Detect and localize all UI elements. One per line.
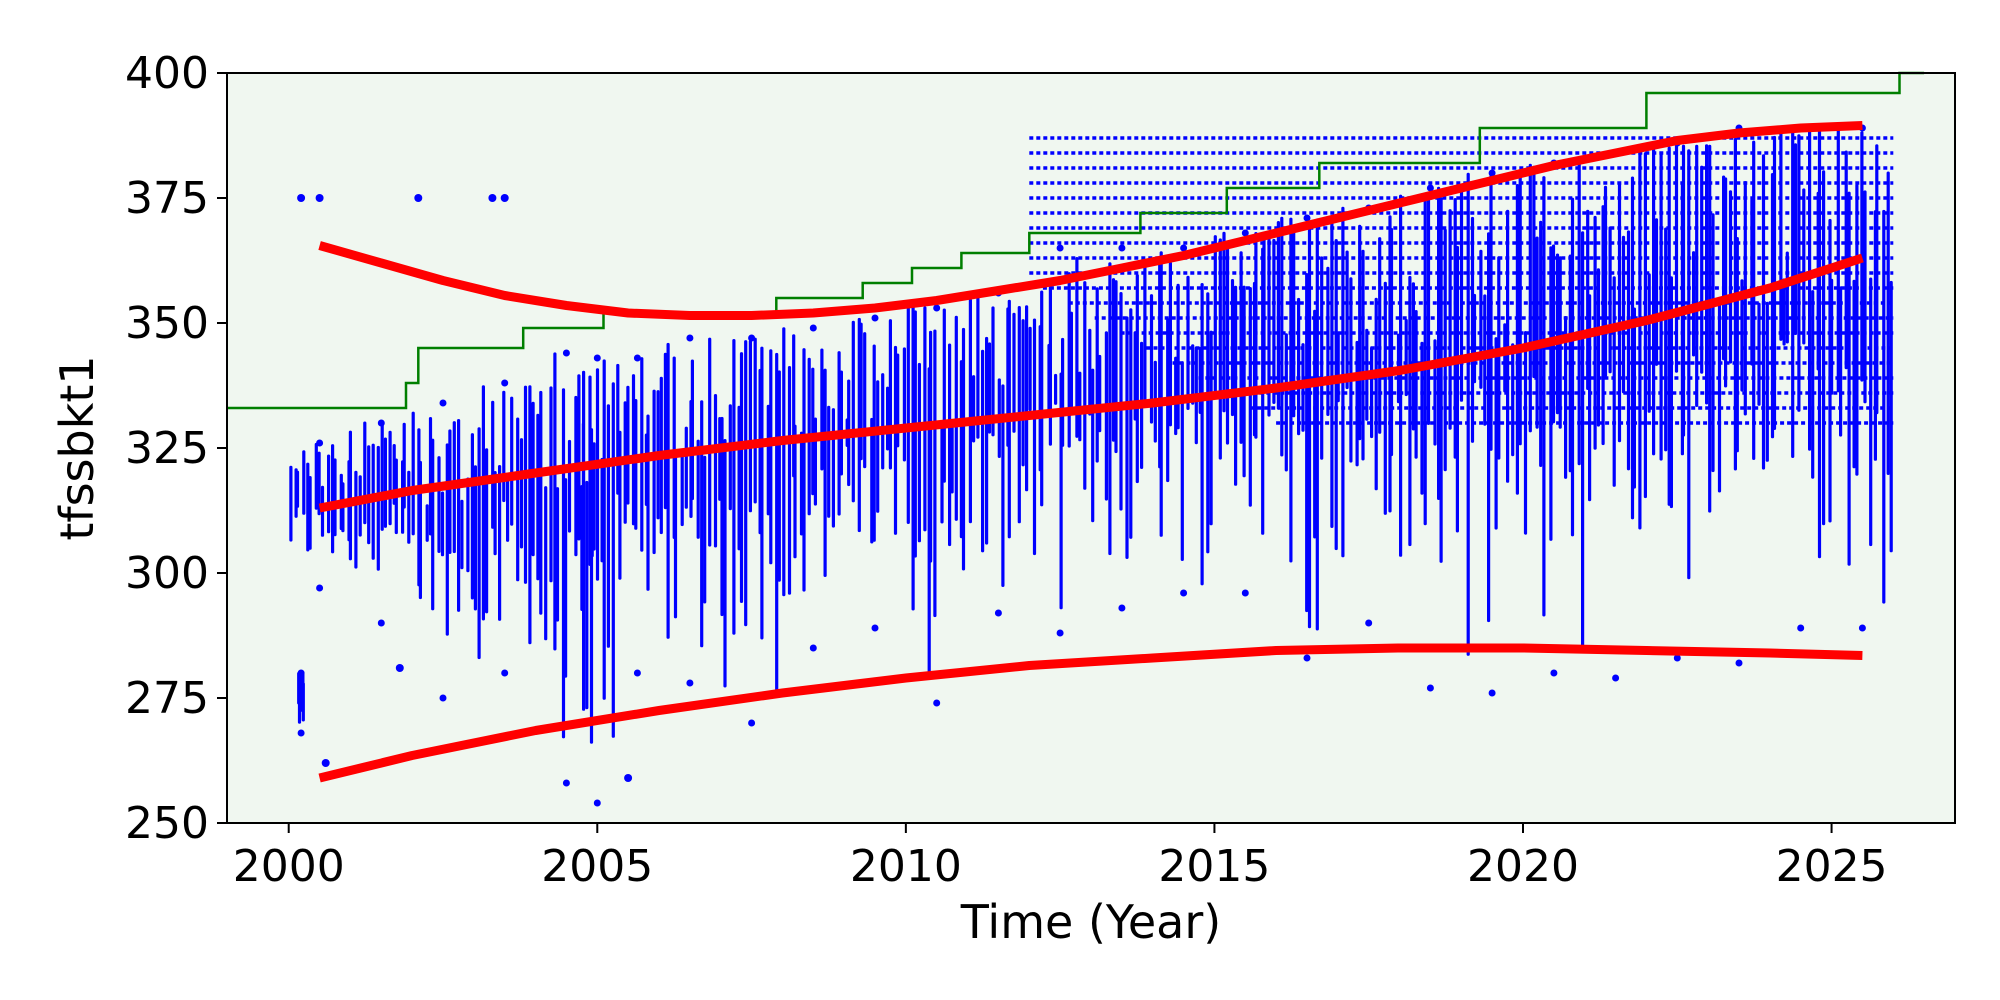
scatter-point — [994, 609, 1002, 617]
scatter-point — [1673, 654, 1681, 662]
scatter-point — [1550, 669, 1558, 677]
scatter-point — [633, 354, 641, 362]
scatter-point — [1118, 244, 1126, 252]
scatter-point — [297, 729, 305, 737]
scatter-point — [633, 669, 641, 677]
scatter-point — [686, 334, 694, 342]
step-line-layer — [227, 71, 1925, 410]
y-tick-label: 300 — [125, 548, 209, 599]
scatter-point — [1488, 169, 1496, 177]
scatter-point — [1180, 244, 1188, 252]
scatter-point — [316, 439, 324, 447]
scatter-point — [1303, 654, 1311, 662]
scatter-point — [1303, 214, 1311, 222]
scatter-point — [1241, 229, 1249, 237]
scatter-point — [933, 699, 941, 707]
scatter-point — [1426, 184, 1434, 192]
y-tick-label: 275 — [125, 673, 209, 724]
scatter-point — [593, 799, 601, 807]
fit-line-layer — [318, 121, 1864, 783]
scatter-point — [809, 324, 817, 332]
fit-line-2 — [318, 253, 1864, 513]
scatter-point — [748, 334, 756, 342]
scatter-point — [501, 669, 509, 677]
scatter-point — [1180, 589, 1188, 597]
scatter-point — [1056, 244, 1064, 252]
scatter-point — [562, 779, 570, 787]
scatter-point — [439, 399, 447, 407]
scatter-point — [1858, 624, 1866, 632]
x-axis: 2000 2005 2010 2015 2020 2025 — [233, 823, 1888, 892]
scatter-point — [377, 419, 385, 427]
y-tick-label: 400 — [125, 48, 209, 99]
x-tick-label: 2000 — [233, 841, 345, 892]
scatter-point — [809, 644, 817, 652]
y-axis-title: tfssbkt1 — [50, 355, 104, 540]
fit-line-3 — [318, 643, 1863, 783]
x-tick-label: 2025 — [1776, 841, 1888, 892]
x-tick-label: 2020 — [1467, 841, 1579, 892]
y-tick-label: 350 — [125, 298, 209, 349]
scatter-point — [871, 314, 879, 322]
scatter-point — [315, 194, 324, 202]
fit-line-1 — [318, 121, 1863, 320]
step-line — [227, 71, 1925, 410]
scatter-point — [686, 679, 694, 687]
scatter-point — [1241, 589, 1249, 597]
scatter-point — [1426, 684, 1434, 692]
scatter-point — [593, 354, 601, 362]
scatter-point — [488, 194, 497, 202]
scatter-point — [1488, 689, 1496, 697]
y-axis: 250 275 300 325 350 375 400 — [125, 48, 227, 849]
scatter-point — [933, 304, 941, 312]
scatter-point — [562, 349, 570, 357]
scatter-point — [871, 624, 879, 632]
scatter-point — [1118, 604, 1126, 612]
scatter-point — [500, 194, 509, 202]
x-tick-label: 2010 — [850, 841, 962, 892]
scatter-point — [1056, 629, 1064, 637]
scatter-point — [316, 584, 324, 592]
scatter-point — [748, 719, 756, 727]
x-tick-label: 2005 — [541, 841, 653, 892]
scatter-point — [414, 194, 423, 202]
scatter-point — [501, 379, 509, 387]
scatter-point — [377, 619, 385, 627]
y-tick-label: 250 — [125, 798, 209, 849]
y-tick-label: 375 — [125, 173, 209, 224]
scatter-point — [624, 774, 633, 782]
scatter-point — [439, 694, 447, 702]
scatter-point — [297, 194, 306, 202]
scatter-point — [297, 669, 305, 677]
x-tick-label: 2015 — [1158, 841, 1270, 892]
y-tick-label: 325 — [125, 423, 209, 474]
scatter-point — [395, 664, 404, 672]
scatter-point — [1365, 619, 1373, 627]
scatter-point — [1612, 674, 1620, 682]
scatter-point — [1735, 659, 1743, 667]
x-axis-title: Time (Year) — [960, 895, 1221, 949]
scatter-point — [1797, 624, 1805, 632]
scatter-point — [321, 759, 330, 767]
